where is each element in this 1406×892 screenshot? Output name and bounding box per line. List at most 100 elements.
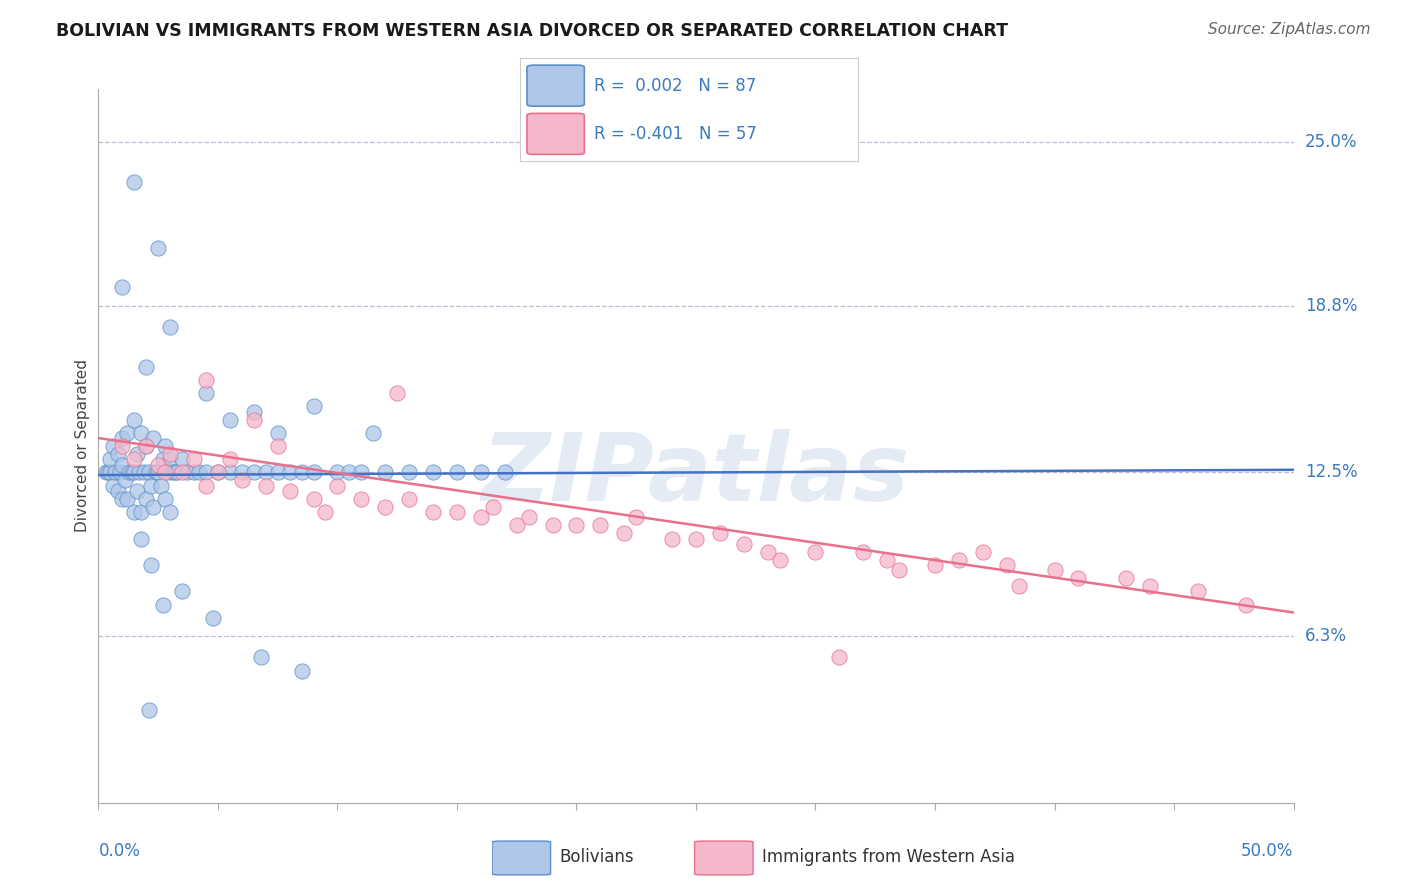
Point <box>104 466 127 480</box>
Text: 12.5%: 12.5% <box>1305 464 1357 482</box>
Point <box>446 466 468 480</box>
Text: Source: ZipAtlas.com: Source: ZipAtlas.com <box>1208 22 1371 37</box>
Point <box>541 518 564 533</box>
Point <box>219 412 242 426</box>
Point <box>768 552 790 566</box>
Point <box>470 510 492 524</box>
Point <box>254 478 277 492</box>
Point <box>159 447 181 461</box>
Point <box>481 500 505 514</box>
Point <box>149 478 172 492</box>
Point <box>183 452 205 467</box>
Point <box>155 466 177 480</box>
Point <box>159 505 181 519</box>
Text: R = -0.401   N = 57: R = -0.401 N = 57 <box>595 125 758 143</box>
Point <box>804 545 827 559</box>
Point <box>374 500 396 514</box>
Point <box>172 452 194 467</box>
Point <box>139 558 162 572</box>
Text: 50.0%: 50.0% <box>1241 842 1294 860</box>
Point <box>242 466 264 480</box>
Text: 18.8%: 18.8% <box>1305 297 1357 315</box>
Point <box>121 466 143 480</box>
Point <box>128 466 150 480</box>
Point <box>194 386 217 401</box>
Point <box>166 466 188 480</box>
Point <box>108 466 131 480</box>
FancyBboxPatch shape <box>527 113 585 154</box>
Point <box>172 466 194 480</box>
Point <box>159 452 181 467</box>
Point <box>131 532 153 546</box>
Point <box>139 478 162 492</box>
Point <box>176 466 198 480</box>
Point <box>231 474 253 488</box>
Point <box>302 491 325 506</box>
Point <box>852 545 875 559</box>
Point <box>162 466 184 480</box>
Point <box>219 466 242 480</box>
Point <box>131 425 153 440</box>
Point <box>194 373 217 387</box>
Point <box>194 466 217 480</box>
Point <box>152 598 174 612</box>
Point <box>101 478 124 492</box>
Point <box>124 175 146 189</box>
Point <box>1067 571 1090 585</box>
Point <box>135 439 157 453</box>
Point <box>1043 563 1066 577</box>
Point <box>302 400 325 414</box>
Point <box>337 466 360 480</box>
Point <box>94 466 117 480</box>
Point <box>267 425 290 440</box>
Text: 6.3%: 6.3% <box>1305 627 1347 645</box>
Point <box>148 466 170 480</box>
Point <box>138 466 160 480</box>
Point <box>756 545 779 559</box>
Point <box>155 491 177 506</box>
Point <box>148 458 170 472</box>
Text: BOLIVIAN VS IMMIGRANTS FROM WESTERN ASIA DIVORCED OR SEPARATED CORRELATION CHART: BOLIVIAN VS IMMIGRANTS FROM WESTERN ASIA… <box>56 22 1008 40</box>
Point <box>709 526 731 541</box>
Point <box>107 483 129 498</box>
Point <box>98 466 122 480</box>
Point <box>1187 584 1209 599</box>
Point <box>1139 579 1161 593</box>
Point <box>202 611 225 625</box>
Point <box>624 510 647 524</box>
Point <box>155 439 177 453</box>
Point <box>152 452 174 467</box>
Point <box>267 466 290 480</box>
Point <box>111 439 134 453</box>
Point <box>124 452 146 467</box>
FancyBboxPatch shape <box>695 841 754 875</box>
Point <box>125 483 148 498</box>
Point <box>398 491 420 506</box>
Point <box>589 518 612 533</box>
Point <box>828 650 851 665</box>
Point <box>156 466 179 480</box>
Point <box>278 483 301 498</box>
Point <box>1007 579 1029 593</box>
Text: 0.0%: 0.0% <box>98 842 141 860</box>
Point <box>207 466 229 480</box>
Point <box>254 466 277 480</box>
Point <box>661 532 683 546</box>
Text: Bolivians: Bolivians <box>560 847 634 866</box>
Point <box>506 518 529 533</box>
Point <box>494 466 516 480</box>
FancyBboxPatch shape <box>527 65 585 106</box>
Point <box>1234 598 1257 612</box>
Point <box>183 466 205 480</box>
Point <box>517 510 540 524</box>
Point <box>924 558 946 572</box>
Point <box>267 439 290 453</box>
Point <box>446 505 468 519</box>
Point <box>124 505 146 519</box>
Point <box>145 466 167 480</box>
Point <box>315 505 337 519</box>
Point <box>422 466 444 480</box>
Point <box>187 466 209 480</box>
Point <box>733 537 755 551</box>
Text: 25.0%: 25.0% <box>1305 133 1357 151</box>
